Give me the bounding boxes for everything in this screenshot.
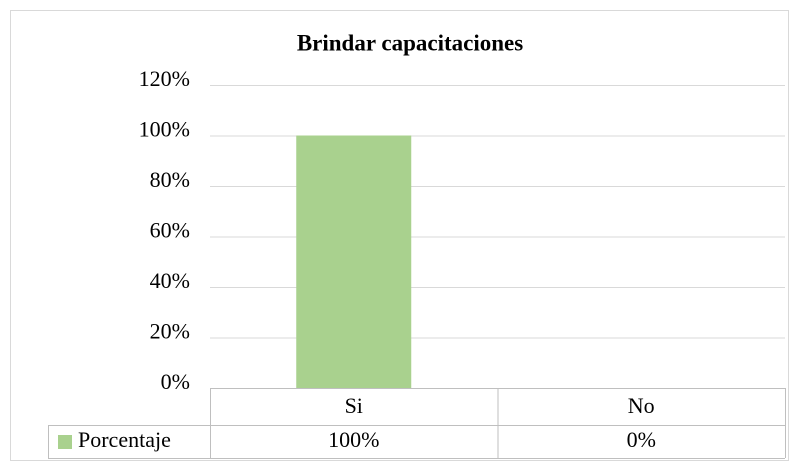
y-tick-label: 120% — [139, 66, 190, 91]
data-table-value: 100% — [328, 427, 379, 452]
legend-label: Porcentaje — [78, 427, 171, 452]
data-table-value: 0% — [627, 427, 656, 452]
y-tick-label: 0% — [161, 369, 190, 394]
bar — [296, 135, 412, 388]
y-tick-label: 100% — [139, 117, 190, 142]
legend-swatch — [58, 435, 72, 449]
chart-title: Brindar capacitaciones — [297, 30, 523, 55]
y-tick-label: 60% — [150, 218, 190, 243]
y-tick-label: 40% — [150, 268, 190, 293]
x-tick-label: No — [628, 393, 655, 418]
y-tick-label: 80% — [150, 167, 190, 192]
x-tick-label: Si — [345, 393, 363, 418]
y-tick-label: 20% — [150, 319, 190, 344]
